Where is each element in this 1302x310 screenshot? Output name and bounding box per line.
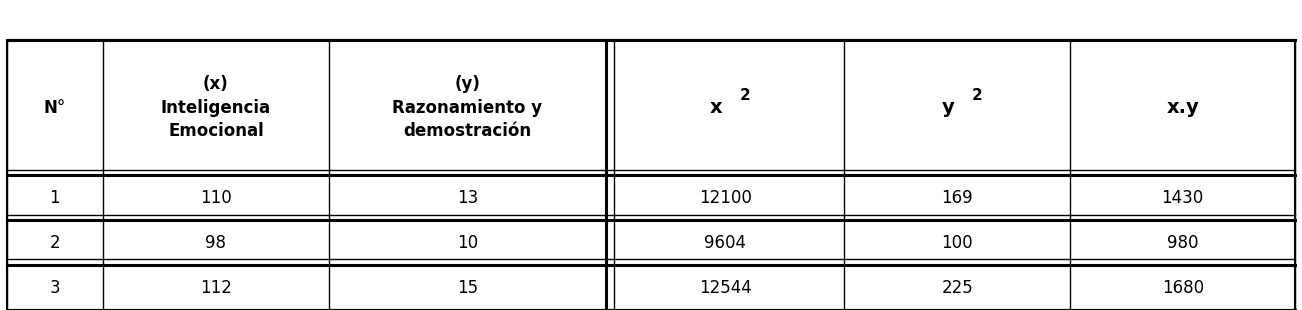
- Text: N°: N°: [44, 99, 66, 117]
- Bar: [7, 40, 1295, 310]
- Text: 980: 980: [1167, 233, 1198, 252]
- Text: 110: 110: [201, 188, 232, 207]
- Text: 2: 2: [971, 88, 982, 103]
- Text: 1680: 1680: [1161, 278, 1204, 297]
- Text: x: x: [710, 98, 723, 117]
- Text: 10: 10: [457, 233, 478, 252]
- Text: 225: 225: [941, 278, 973, 297]
- Text: 169: 169: [941, 188, 973, 207]
- Text: 1: 1: [49, 188, 60, 207]
- Text: 2: 2: [49, 233, 60, 252]
- Text: 100: 100: [941, 233, 973, 252]
- Text: 15: 15: [457, 278, 478, 297]
- Text: (x)
Inteligencia
Emocional: (x) Inteligencia Emocional: [161, 75, 271, 140]
- Text: 13: 13: [457, 188, 478, 207]
- Text: 1430: 1430: [1161, 188, 1204, 207]
- Text: y: y: [941, 98, 954, 117]
- Text: 3: 3: [49, 278, 60, 297]
- Text: x.y: x.y: [1167, 98, 1199, 117]
- Text: 12544: 12544: [699, 278, 751, 297]
- Text: 112: 112: [201, 278, 232, 297]
- Text: 12100: 12100: [699, 188, 751, 207]
- Text: (y)
Razonamiento y
demostración: (y) Razonamiento y demostración: [392, 75, 543, 140]
- Text: 2: 2: [740, 88, 750, 103]
- Text: 9604: 9604: [704, 233, 746, 252]
- Text: 98: 98: [206, 233, 227, 252]
